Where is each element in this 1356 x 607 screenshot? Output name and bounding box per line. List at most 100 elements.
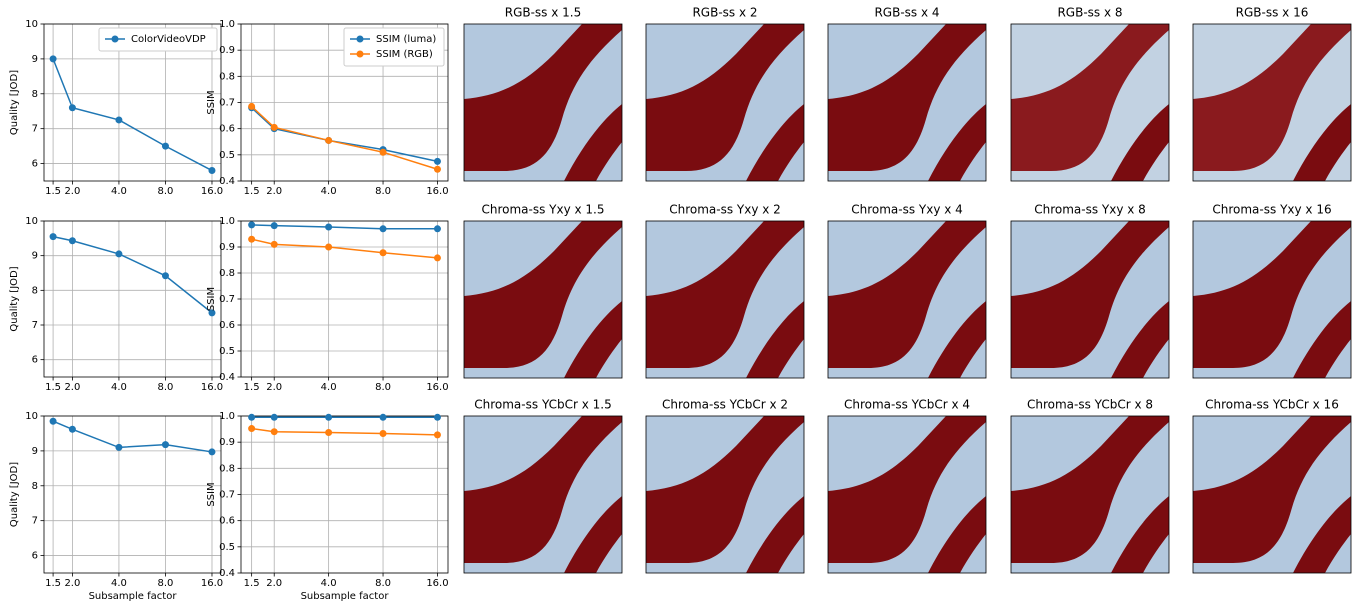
y-tick-label: 0.8 <box>219 71 235 82</box>
stripe <box>564 301 622 378</box>
stripe <box>1011 24 1169 171</box>
plot-frame <box>240 23 449 182</box>
x-tick-label: 1.5 <box>45 578 61 589</box>
image <box>1192 220 1352 379</box>
plot-frame <box>240 220 449 378</box>
data-point <box>433 254 441 262</box>
y-tick-label: 0.6 <box>219 516 235 527</box>
panel-title: Chroma-ss Yxy x 1.5 <box>481 203 604 217</box>
data-point <box>115 443 123 451</box>
image-frame <box>645 415 805 574</box>
data-point <box>379 430 387 438</box>
legend-label: SSIM (luma) <box>376 34 436 45</box>
image-frame <box>463 220 623 379</box>
series-line <box>52 58 213 172</box>
stripe <box>646 221 804 368</box>
panel-title: RGB-ss x 4 <box>874 6 939 20</box>
stripe <box>1193 416 1351 563</box>
image-frame <box>1010 220 1170 379</box>
data-point <box>248 425 256 433</box>
x-tick-label: 16.0 <box>426 382 448 393</box>
stripe <box>564 104 622 181</box>
data-point <box>49 233 57 241</box>
stripe <box>828 416 986 563</box>
data-point <box>433 165 441 173</box>
y-tick-label: 10 <box>25 411 38 422</box>
y-tick-label: 10 <box>25 216 38 227</box>
data-point <box>248 413 256 421</box>
series-line <box>251 107 438 163</box>
stripe <box>1111 104 1169 181</box>
stripe <box>1293 301 1351 378</box>
y-tick-label: 0.8 <box>219 268 235 279</box>
series-line <box>251 427 438 436</box>
image <box>645 23 805 182</box>
image <box>463 220 623 379</box>
data-point <box>161 142 169 150</box>
data-point <box>379 413 387 421</box>
data-point <box>325 243 333 251</box>
data-point <box>270 428 278 436</box>
stripe <box>1111 496 1169 573</box>
plot-frame <box>43 23 222 182</box>
stripe <box>646 24 804 171</box>
x-tick-label: 4.0 <box>111 382 127 393</box>
stripe <box>1193 24 1351 171</box>
data-point <box>379 148 387 156</box>
data-point <box>208 167 216 175</box>
image-frame <box>1010 23 1170 182</box>
x-tick-label: 1.5 <box>45 186 61 197</box>
series-line <box>52 420 213 453</box>
legend-label: ColorVideoVDP <box>131 34 206 45</box>
image-frame <box>1010 415 1170 574</box>
panel-title: Chroma-ss Yxy x 16 <box>1212 203 1331 217</box>
data-point <box>270 123 278 131</box>
image <box>1192 415 1352 574</box>
y-tick-label: 0.5 <box>219 542 235 553</box>
x-tick-label: 2.0 <box>266 382 282 393</box>
panel-title: RGB-ss x 16 <box>1236 6 1309 20</box>
y-tick-label: 10 <box>25 19 38 30</box>
y-tick-label: 0.5 <box>219 150 235 161</box>
y-tick-label: 9 <box>32 446 38 457</box>
image <box>1010 415 1170 574</box>
x-tick-label: 4.0 <box>111 578 127 589</box>
y-tick-label: 8 <box>32 285 38 296</box>
legend-marker <box>356 50 364 58</box>
stripe <box>1293 104 1351 181</box>
x-tick-label: 4.0 <box>321 186 337 197</box>
image-frame <box>1192 415 1352 574</box>
x-tick-label: 8.0 <box>375 186 391 197</box>
y-tick-label: 0.4 <box>219 568 235 579</box>
y-tick-label: 1.0 <box>219 216 235 227</box>
data-point <box>433 413 441 421</box>
data-point <box>161 272 169 280</box>
y-tick-label: 6 <box>32 355 38 366</box>
data-point <box>49 417 57 425</box>
x-tick-label: 4.0 <box>111 186 127 197</box>
x-tick-label: 4.0 <box>321 382 337 393</box>
stripe <box>928 104 986 181</box>
y-tick-label: 9 <box>32 54 38 65</box>
stripe <box>464 416 622 563</box>
plot-frame <box>240 415 449 574</box>
x-tick-label: 8.0 <box>158 186 174 197</box>
y-axis-label: SSIM <box>206 482 217 506</box>
x-tick-label: 4.0 <box>321 578 337 589</box>
data-point <box>208 448 216 456</box>
stripe <box>1011 416 1169 563</box>
y-tick-label: 6 <box>32 551 38 562</box>
y-tick-label: 8 <box>32 481 38 492</box>
x-tick-label: 2.0 <box>266 578 282 589</box>
stripe <box>464 221 622 368</box>
y-tick-label: 0.9 <box>219 45 235 56</box>
stripe <box>1193 221 1351 368</box>
x-tick-label: 2.0 <box>64 578 80 589</box>
panel-title: Chroma-ss Yxy x 8 <box>1034 203 1146 217</box>
y-tick-label: 9 <box>32 251 38 262</box>
panel-title: Chroma-ss YCbCr x 1.5 <box>474 398 611 412</box>
panel-title: Chroma-ss YCbCr x 4 <box>844 398 970 412</box>
data-point <box>248 235 256 243</box>
x-tick-label: 16.0 <box>201 578 223 589</box>
